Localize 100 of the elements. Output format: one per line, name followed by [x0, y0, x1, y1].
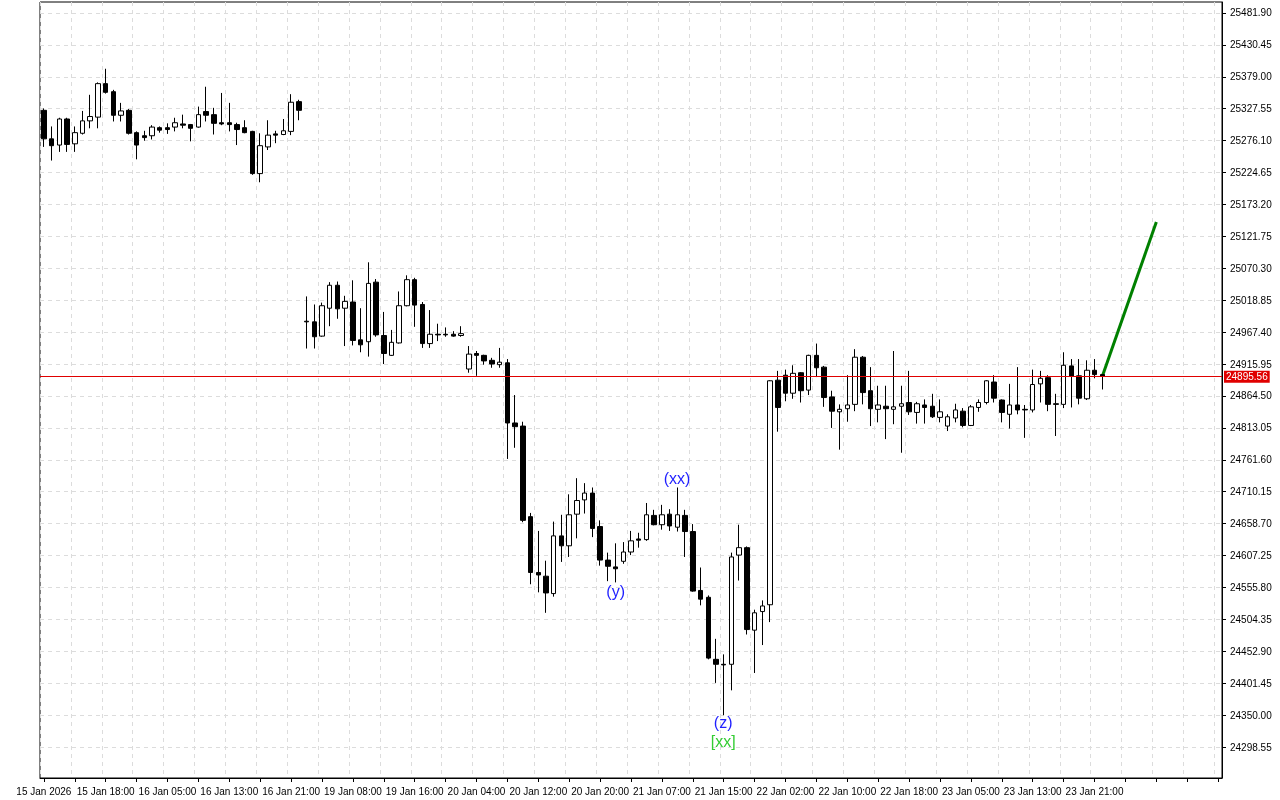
candlestick — [1084, 359, 1090, 401]
y-tick-label: 25276.10 — [1230, 135, 1273, 147]
candlestick — [126, 108, 132, 136]
candlestick — [273, 130, 278, 144]
candlestick — [721, 653, 726, 716]
candlestick — [1069, 358, 1074, 408]
x-tick-label: 15 Jan 2026 — [16, 785, 72, 797]
candlestick — [80, 110, 85, 136]
candlestick — [505, 358, 510, 460]
candlestick — [257, 132, 263, 183]
candlestick — [427, 309, 433, 349]
x-tick-label: 15 Jan 18:00 — [76, 785, 136, 797]
candlestick — [659, 504, 665, 531]
candlestick — [435, 323, 441, 342]
candlestick — [605, 552, 611, 582]
candlestick — [350, 279, 356, 346]
candlestick — [937, 398, 943, 423]
candlestick — [597, 519, 603, 567]
candlestick — [543, 560, 549, 614]
y-tick-label: 24607.25 — [1230, 550, 1273, 562]
candlestick — [72, 125, 78, 153]
candlestick — [667, 508, 672, 532]
annotation: (z) — [713, 714, 733, 732]
candlestick — [1015, 366, 1020, 415]
candlestick — [389, 329, 394, 357]
candlestick — [968, 404, 974, 427]
y-tick-label: 25018.85 — [1230, 294, 1273, 306]
candlestick — [930, 393, 935, 419]
x-tick-label: 23 Jan 05:00 — [942, 785, 1001, 797]
candlestick — [744, 545, 750, 636]
candlestick — [829, 390, 835, 429]
candlestick — [335, 281, 340, 320]
candlestick — [134, 130, 139, 160]
candlestick — [327, 281, 332, 327]
candlestick — [172, 117, 178, 132]
candlestick — [1045, 374, 1051, 412]
candlestick — [590, 486, 595, 538]
candlestick — [227, 102, 232, 132]
candlestick — [636, 532, 641, 549]
x-tick-label: 16 Jan 13:00 — [200, 785, 259, 797]
candlestick — [559, 514, 564, 563]
candlestick — [103, 68, 108, 95]
candlestick — [481, 354, 487, 366]
candlestick — [582, 482, 587, 515]
candlestick — [49, 125, 54, 162]
candlestick — [118, 102, 124, 122]
x-tick-label: 20 Jan 04:00 — [447, 785, 506, 797]
y-tick-label: 25327.55 — [1230, 103, 1273, 115]
y-tick-label: 24350.00 — [1230, 709, 1273, 721]
y-tick-label: 25379.00 — [1230, 71, 1273, 83]
candlestick — [265, 119, 271, 151]
candlestick — [111, 89, 116, 122]
candlestick — [644, 502, 649, 542]
x-tick-label: 19 Jan 16:00 — [385, 785, 445, 797]
candlestick — [775, 370, 781, 433]
x-tick-label: 16 Jan 21:00 — [262, 785, 321, 797]
candlestick — [451, 330, 456, 338]
candlestick — [690, 523, 696, 593]
y-tick-label: 24813.05 — [1230, 422, 1273, 434]
candlestick — [149, 124, 155, 140]
x-tick-label: 16 Jan 05:00 — [138, 785, 197, 797]
candlestick — [790, 364, 796, 400]
candlestick — [1100, 373, 1105, 390]
candlestick — [1030, 369, 1035, 413]
candlestick — [551, 521, 556, 598]
y-tick-label: 24915.95 — [1230, 358, 1273, 370]
candlestick — [203, 86, 209, 122]
candlestick — [512, 394, 518, 449]
candlestick — [296, 99, 302, 121]
candlestick — [945, 413, 950, 432]
candlestick — [458, 325, 464, 338]
candlestick — [899, 385, 904, 454]
candlestick — [628, 530, 634, 556]
candlestick — [381, 311, 387, 365]
candlestick — [489, 357, 495, 369]
annotation: (xx) — [663, 469, 691, 487]
candlestick — [760, 599, 765, 646]
x-tick-label: 22 Jan 18:00 — [880, 785, 939, 797]
candlestick — [165, 122, 170, 135]
candlestick — [906, 370, 912, 416]
candlestick — [914, 401, 920, 425]
x-tick-label: 23 Jan 21:00 — [1065, 785, 1124, 797]
candlestick — [95, 81, 101, 129]
y-tick-label: 24298.55 — [1230, 741, 1273, 753]
candlestick — [497, 347, 502, 369]
x-tick-label: 23 Jan 13:00 — [1003, 785, 1063, 797]
candlestick — [1061, 351, 1066, 409]
candlestick — [250, 130, 255, 176]
candlestick — [860, 355, 866, 405]
candlestick — [188, 123, 193, 142]
candlestick — [319, 302, 325, 338]
candlestick — [566, 493, 572, 558]
candlestick — [196, 106, 201, 129]
candlestick — [852, 348, 858, 412]
y-tick-label: 24710.15 — [1230, 486, 1273, 498]
candlestick — [999, 398, 1005, 423]
candlestick — [288, 93, 294, 136]
candlestick — [312, 303, 317, 350]
candlestick — [412, 277, 417, 328]
candlestick — [366, 261, 371, 358]
